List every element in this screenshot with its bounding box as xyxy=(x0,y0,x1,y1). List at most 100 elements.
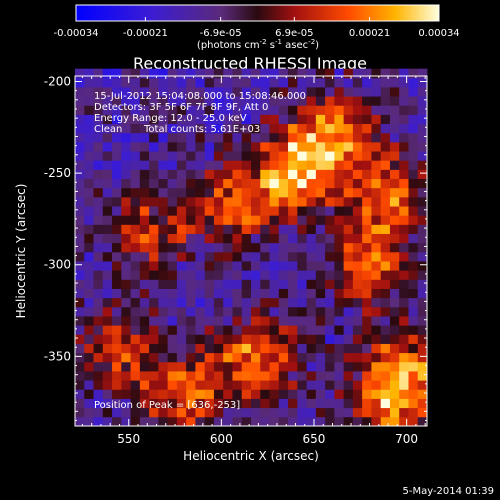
heatmap-cell xyxy=(408,352,419,363)
heatmap-cell xyxy=(380,233,391,244)
heatmap-cell xyxy=(102,215,113,225)
heatmap-cell xyxy=(362,105,372,115)
heatmap-cell xyxy=(325,215,335,225)
heatmap-cell xyxy=(75,242,85,253)
heatmap-cell xyxy=(399,242,409,253)
heatmap-cell xyxy=(167,151,178,161)
heatmap-cell xyxy=(260,169,270,180)
heatmap-cell xyxy=(176,224,187,234)
heatmap-cell xyxy=(408,398,419,409)
heatmap-cell xyxy=(288,288,298,299)
heatmap-cell xyxy=(380,105,391,115)
heatmap-cell xyxy=(232,325,243,335)
heatmap-cell xyxy=(158,96,169,106)
heatmap-cell xyxy=(84,389,94,399)
heatmap-cell xyxy=(343,77,354,88)
heatmap-cell xyxy=(343,416,354,427)
heatmap-cell xyxy=(288,68,298,79)
heatmap-cell xyxy=(288,215,298,225)
heatmap-cell xyxy=(408,261,419,271)
heatmap-cell xyxy=(195,361,206,372)
heatmap-cell xyxy=(278,160,289,170)
heatmap-cell xyxy=(306,352,317,363)
heatmap-cell xyxy=(158,114,169,125)
heatmap-cell xyxy=(149,141,159,152)
heatmap-cell xyxy=(408,407,419,418)
heatmap-cell xyxy=(195,416,206,427)
heatmap-cell xyxy=(232,178,243,189)
colorbar-tick-label: -6.9e-05 xyxy=(200,28,242,39)
heatmap-cell xyxy=(223,132,233,143)
heatmap-cell xyxy=(260,96,270,106)
heatmap-cell xyxy=(278,306,289,317)
heatmap-cell xyxy=(176,141,187,152)
heatmap-cell xyxy=(380,306,391,317)
heatmap-cell xyxy=(158,371,169,381)
heatmap-cell xyxy=(195,178,206,189)
heatmap-cell xyxy=(204,371,215,381)
heatmap-cell xyxy=(195,123,206,134)
heatmap-cell xyxy=(288,160,298,170)
heatmap-cell xyxy=(269,151,280,161)
heatmap-cell xyxy=(130,123,141,134)
heatmap-cell xyxy=(389,297,400,308)
heatmap-cell xyxy=(352,352,363,363)
heatmap-cell xyxy=(204,77,215,88)
heatmap-cell xyxy=(380,251,391,262)
colorbar-ticks: -0.00034 -0.00021 -6.9e-05 6.9e-05 0.00021 0.… xyxy=(54,17,460,39)
colorbar-tick-label: -0.00034 xyxy=(54,28,99,39)
heatmap-cell xyxy=(241,352,252,363)
x-axis-label: Heliocentric X (arcsec) xyxy=(183,449,319,463)
heatmap-cell xyxy=(297,215,307,225)
heatmap-cell xyxy=(269,169,280,180)
heatmap-cell xyxy=(149,187,159,198)
heatmap-cell xyxy=(343,316,354,326)
heatmap-cell xyxy=(167,361,178,372)
heatmap-cell xyxy=(84,261,94,271)
heatmap-cell xyxy=(130,361,141,372)
heatmap-cell xyxy=(213,325,224,335)
heatmap-cell xyxy=(297,178,307,189)
heatmap-cell xyxy=(102,68,113,79)
heatmap-cell xyxy=(84,416,94,427)
heatmap-cell xyxy=(297,325,307,335)
heatmap-cell xyxy=(325,261,335,271)
heatmap-cell xyxy=(352,325,363,335)
heatmap-cell xyxy=(352,233,363,244)
heatmap-cell xyxy=(158,343,169,354)
heatmap-cell xyxy=(334,297,345,308)
heatmap-cell xyxy=(204,141,215,152)
heatmap-cell xyxy=(75,325,85,335)
heatmap-cell xyxy=(121,151,131,161)
heatmap-cell xyxy=(93,306,104,317)
heatmap-cell xyxy=(176,352,187,363)
heatmap-cell xyxy=(343,407,354,418)
heatmap-cell xyxy=(362,96,372,106)
heatmap-cell xyxy=(93,297,104,308)
heatmap-cell xyxy=(325,343,335,354)
heatmap-cell xyxy=(278,215,289,225)
heatmap-cell xyxy=(204,416,215,427)
heatmap-cell xyxy=(223,123,233,134)
heatmap-cell xyxy=(334,215,345,225)
heatmap-cell xyxy=(75,151,85,161)
heatmap-cell xyxy=(352,68,363,79)
heatmap-cell xyxy=(278,398,289,409)
heatmap-cell xyxy=(93,105,104,115)
heatmap-cell xyxy=(112,114,122,125)
heatmap-cell xyxy=(334,187,345,198)
heatmap-cell xyxy=(176,123,187,134)
heatmap-cell xyxy=(93,206,104,216)
heatmap-cell xyxy=(343,187,354,198)
heatmap-cell xyxy=(158,306,169,317)
heatmap-cell xyxy=(223,160,233,170)
heatmap-cell xyxy=(213,306,224,317)
heatmap-cell xyxy=(75,132,85,143)
heatmap-cell xyxy=(389,151,400,161)
heatmap-cell xyxy=(75,86,85,97)
heatmap-cell xyxy=(232,206,243,216)
heatmap-cell xyxy=(102,242,113,253)
heatmap-cell xyxy=(260,242,270,253)
heatmap-cell xyxy=(315,343,326,354)
heatmap-cell xyxy=(102,325,113,335)
